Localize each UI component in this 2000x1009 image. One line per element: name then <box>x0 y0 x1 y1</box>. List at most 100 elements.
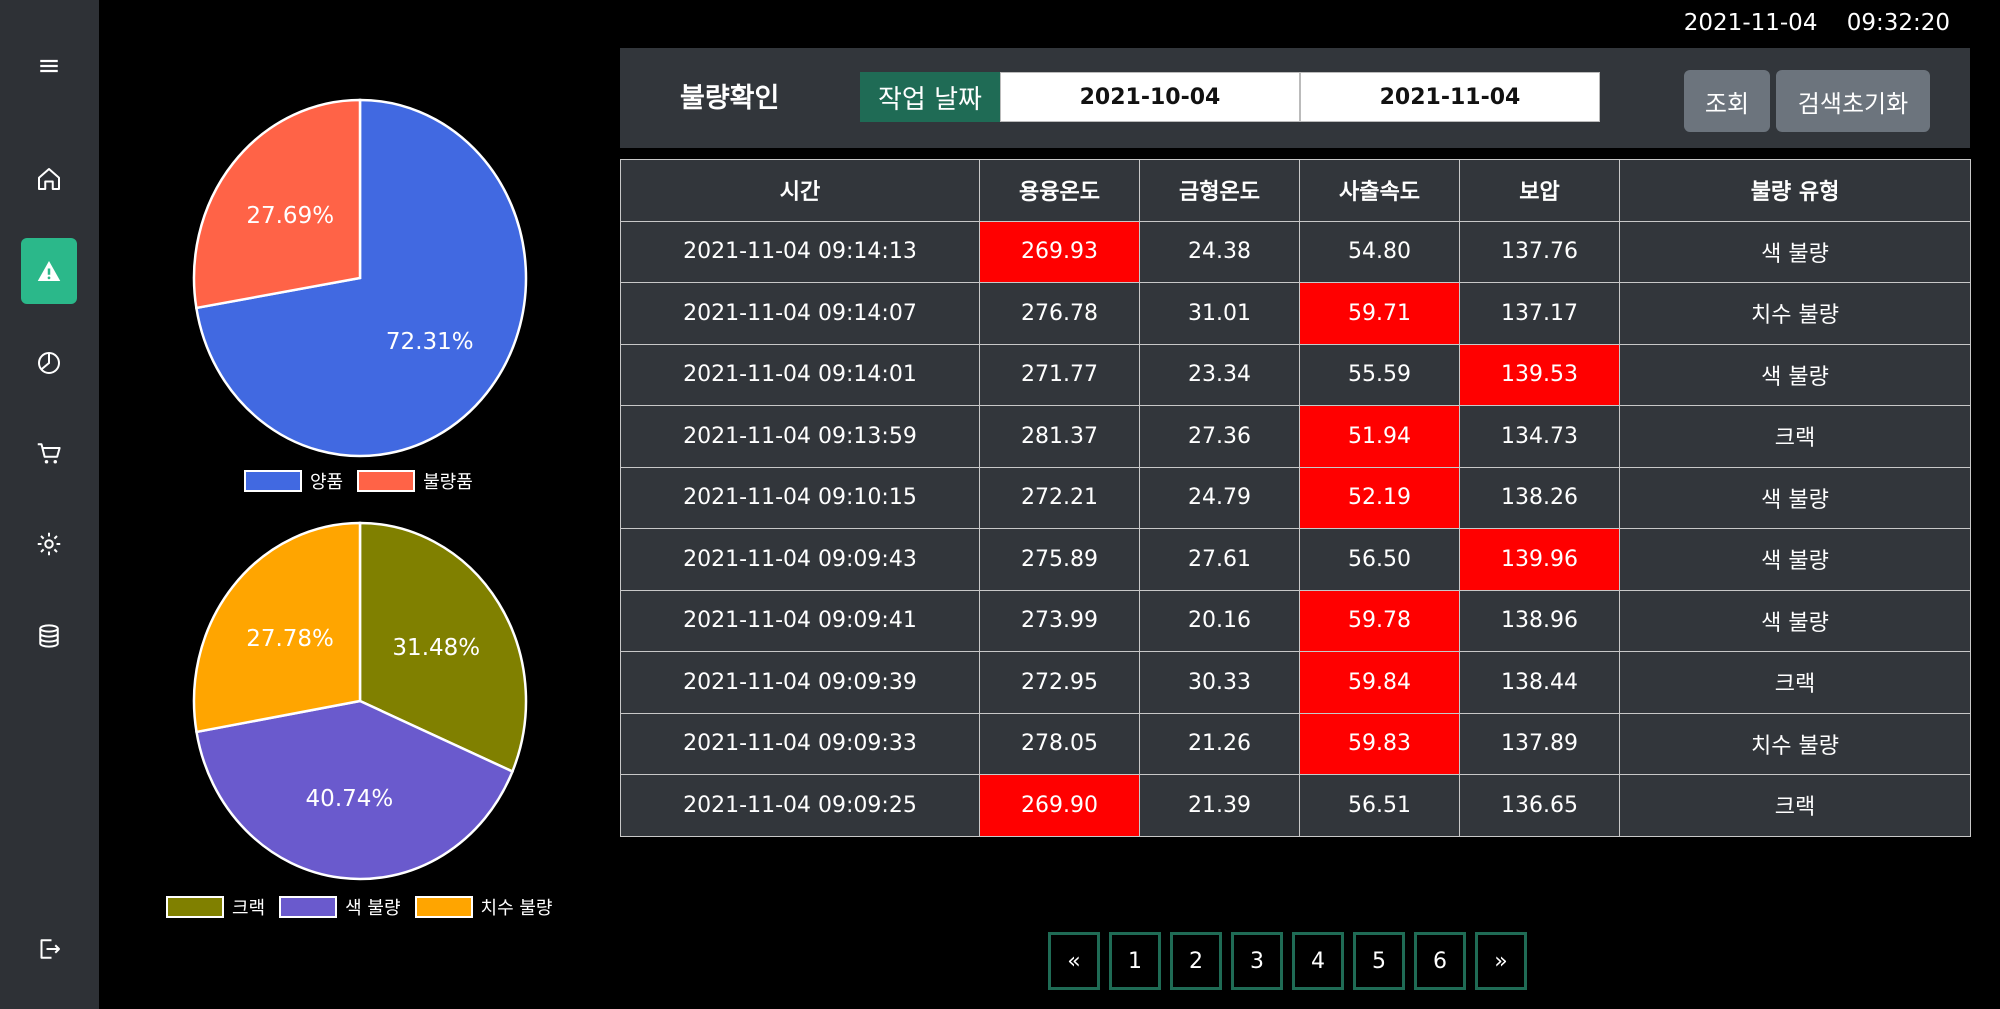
table-cell: 276.78 <box>979 282 1140 345</box>
quality-pie-legend: 양품 불량품 <box>244 468 487 494</box>
table-cell: 269.93 <box>979 220 1140 283</box>
table-cell: 색 불량 <box>1619 220 1971 283</box>
start-date-input[interactable] <box>1000 72 1300 122</box>
legend-swatch-crack <box>166 896 224 918</box>
column-header-mold-temp[interactable]: 금형온도 <box>1139 159 1300 222</box>
page-button[interactable]: 3 <box>1231 932 1283 990</box>
table-cell: 21.39 <box>1139 774 1300 837</box>
table-row[interactable]: 2021-11-04 09:09:39 272.95 30.33 59.84 138.4… <box>620 651 1971 714</box>
table-cell: 138.44 <box>1459 651 1620 714</box>
pie-slice[interactable] <box>192 98 362 310</box>
table-row[interactable]: 2021-11-04 09:13:59 281.37 27.36 51.94 134.7… <box>620 405 1971 468</box>
table-cell: 2021-11-04 09:09:41 <box>620 589 980 652</box>
page-button[interactable]: 1 <box>1109 932 1161 990</box>
end-date-input[interactable] <box>1300 72 1600 122</box>
table-row[interactable]: 2021-11-04 09:14:07 276.78 31.01 59.71 137.1… <box>620 282 1971 345</box>
legend-label-crack: 크랙 <box>232 898 266 919</box>
table-row[interactable]: 2021-11-04 09:09:25 269.90 21.39 56.51 136.6… <box>620 774 1971 837</box>
table-cell: 2021-11-04 09:09:33 <box>620 712 980 775</box>
table-cell: 59.84 <box>1299 651 1460 714</box>
date-filter-label: 작업 날짜 <box>860 72 1000 122</box>
page-button[interactable]: 6 <box>1414 932 1466 990</box>
table-cell: 272.95 <box>979 651 1140 714</box>
table-row[interactable]: 2021-11-04 09:09:41 273.99 20.16 59.78 138.9… <box>620 589 1971 652</box>
page-button[interactable]: 2 <box>1170 932 1222 990</box>
legend-swatch-color <box>279 896 338 918</box>
pie-slice-label: 31.48% <box>392 635 480 661</box>
pagination: «1 2 3 4 5 6» <box>1048 932 1536 990</box>
table-cell: 273.99 <box>979 589 1140 652</box>
logout-icon[interactable] <box>21 916 77 982</box>
next-page-button[interactable]: » <box>1475 932 1527 990</box>
page-button[interactable]: 5 <box>1353 932 1405 990</box>
legend-item[interactable]: 색 불량 <box>279 894 401 920</box>
home-icon[interactable] <box>21 146 77 212</box>
table-cell: 139.53 <box>1459 343 1620 406</box>
table-cell: 137.17 <box>1459 282 1620 345</box>
pie-slice[interactable] <box>358 521 528 774</box>
table-row[interactable]: 2021-11-04 09:14:01 271.77 23.34 55.59 139.5… <box>620 343 1971 406</box>
table-cell: 271.77 <box>979 343 1140 406</box>
table-cell: 24.38 <box>1139 220 1300 283</box>
defect-type-pie-chart: 31.48% 40.74% 27.78% <box>192 521 528 881</box>
legend-label-color: 색 불량 <box>345 898 401 919</box>
table-row[interactable]: 2021-11-04 09:14:13 269.93 24.38 54.80 137.7… <box>620 220 1971 283</box>
pie-slice[interactable] <box>192 521 362 734</box>
pie-slice-label: 72.31% <box>386 329 474 355</box>
table-cell: 2021-11-04 09:09:43 <box>620 528 980 591</box>
table-cell: 2021-11-04 09:10:15 <box>620 466 980 529</box>
legend-label-defect: 불량품 <box>423 472 473 493</box>
legend-label-dimension: 치수 불량 <box>480 898 553 919</box>
legend-item[interactable]: 불량품 <box>357 468 473 494</box>
legend-item[interactable]: 치수 불량 <box>414 894 553 920</box>
table-cell: 59.71 <box>1299 282 1460 345</box>
table-cell: 281.37 <box>979 405 1140 468</box>
defect-type-pie-legend: 크랙 색 불량 치수 불량 <box>166 894 567 920</box>
cart-icon[interactable] <box>21 420 77 486</box>
legend-item[interactable]: 양품 <box>244 468 343 494</box>
menu-icon[interactable] <box>21 33 77 99</box>
column-header-holding-pressure[interactable]: 보압 <box>1459 159 1620 222</box>
warning-icon[interactable] <box>21 238 77 304</box>
table-cell: 269.90 <box>979 774 1140 837</box>
column-header-injection-speed[interactable]: 사출속도 <box>1299 159 1460 222</box>
table-cell: 치수 불량 <box>1619 282 1971 345</box>
table-cell: 크랙 <box>1619 651 1971 714</box>
search-button[interactable]: 조회 <box>1684 70 1770 132</box>
table-cell: 275.89 <box>979 528 1140 591</box>
table-cell: 59.83 <box>1299 712 1460 775</box>
table-cell: 2021-11-04 09:14:07 <box>620 282 980 345</box>
table-cell: 51.94 <box>1299 405 1460 468</box>
table-cell: 20.16 <box>1139 589 1300 652</box>
table-row[interactable]: 2021-11-04 09:09:33 278.05 21.26 59.83 137.8… <box>620 712 1971 775</box>
table-cell: 137.89 <box>1459 712 1620 775</box>
column-header-melt-temp[interactable]: 용융온도 <box>979 159 1140 222</box>
table-row[interactable]: 2021-11-04 09:09:43 275.89 27.61 56.50 139.9… <box>620 528 1971 591</box>
table-cell: 색 불량 <box>1619 528 1971 591</box>
datetime-display: 2021-11-04 09:32:20 <box>1683 10 1950 36</box>
legend-swatch-dimension <box>414 896 473 918</box>
table-row[interactable]: 2021-11-04 09:10:15 272.21 24.79 52.19 138.2… <box>620 466 1971 529</box>
table-cell: 색 불량 <box>1619 466 1971 529</box>
prev-page-button[interactable]: « <box>1048 932 1100 990</box>
column-header-defect-type[interactable]: 불량 유형 <box>1619 159 1971 222</box>
table-cell: 2021-11-04 09:14:01 <box>620 343 980 406</box>
table-cell: 55.59 <box>1299 343 1460 406</box>
page-button[interactable]: 4 <box>1292 932 1344 990</box>
legend-item[interactable]: 크랙 <box>166 894 265 920</box>
table-cell: 54.80 <box>1299 220 1460 283</box>
pie-slice[interactable] <box>195 699 515 881</box>
table-cell: 31.01 <box>1139 282 1300 345</box>
table-cell: 138.26 <box>1459 466 1620 529</box>
column-header-time[interactable]: 시간 <box>620 159 980 222</box>
table-cell: 2021-11-04 09:14:13 <box>620 220 980 283</box>
pie-slice-label: 40.74% <box>306 786 394 812</box>
reset-search-button[interactable]: 검색초기화 <box>1776 70 1930 132</box>
legend-swatch-good <box>244 470 302 492</box>
gear-icon[interactable] <box>21 511 77 577</box>
database-icon[interactable] <box>21 603 77 669</box>
pie-chart-icon[interactable] <box>21 330 77 396</box>
pie-slice-label: 27.78% <box>246 626 334 652</box>
table-cell: 색 불량 <box>1619 589 1971 652</box>
table-cell: 21.26 <box>1139 712 1300 775</box>
